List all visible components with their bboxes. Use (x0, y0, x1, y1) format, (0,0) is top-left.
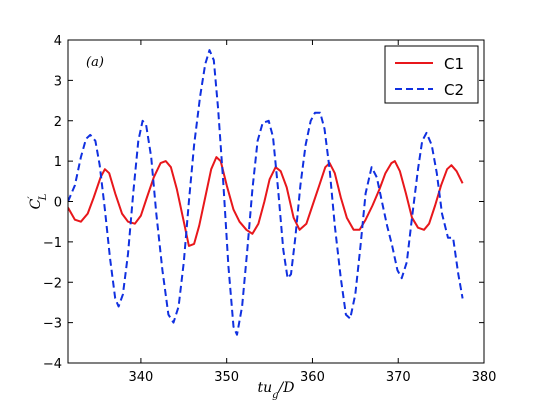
legend-label-c2: C2 (444, 81, 464, 99)
y-tick-label: 4 (54, 34, 62, 49)
x-tick-label: 340 (128, 370, 153, 385)
y-tick-label: 3 (54, 74, 62, 89)
y-axis-label-text: C′L (27, 193, 49, 209)
x-axis-label-text: tug/D (257, 380, 294, 401)
ticks-layer: 340 350 360 370 380 −4 −3 −2 −1 0 1 2 3 4 (43, 34, 497, 385)
x-tick-label: 370 (386, 370, 411, 385)
series-layer (68, 49, 464, 336)
y-tick-label: −1 (43, 236, 62, 251)
panel-label: (a) (86, 55, 104, 70)
x-tick-label: 380 (472, 370, 497, 385)
y-axis-label: C′L (27, 193, 49, 209)
y-tick-label: 1 (54, 155, 62, 170)
legend-box (384, 45, 479, 104)
series-line-c2 (68, 49, 464, 336)
y-tick-label: 0 (54, 196, 62, 211)
x-tick-label: 360 (300, 370, 325, 385)
x-axis-label: tug/D (257, 380, 294, 401)
x-tick-label: 350 (214, 370, 239, 385)
series-line-c1 (68, 156, 464, 247)
legend-label-c1: C1 (444, 55, 464, 73)
y-tick-label: −4 (43, 357, 62, 372)
y-tick-label: 2 (54, 115, 62, 130)
y-tick-label: −2 (43, 276, 62, 291)
y-tick-label: −3 (43, 317, 62, 332)
